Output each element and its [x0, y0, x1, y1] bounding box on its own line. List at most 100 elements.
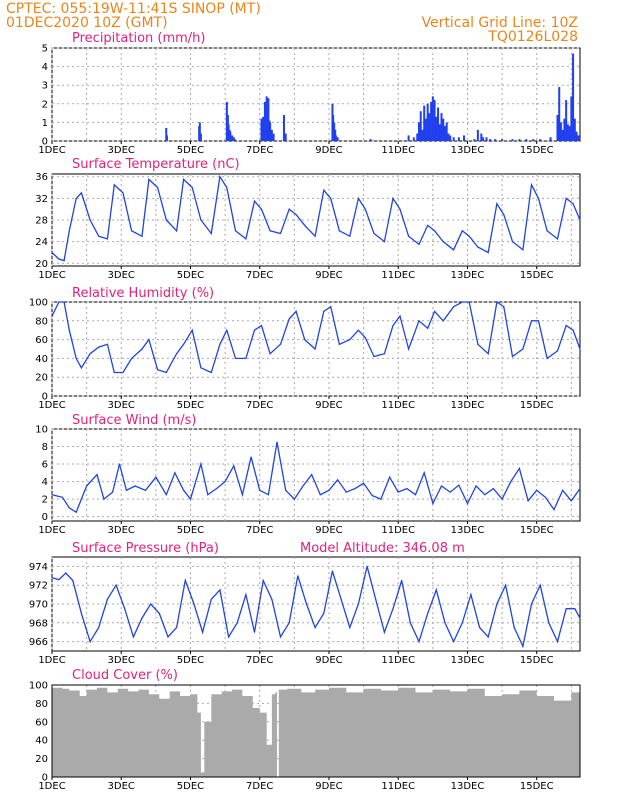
y-tick-label: 24 — [35, 237, 48, 248]
data-point — [279, 636, 282, 638]
data-point — [233, 465, 235, 467]
x-tick-label: 3DEC — [108, 525, 135, 536]
data-point — [304, 339, 306, 341]
precipitation-bar — [198, 122, 201, 141]
precipitation-bar — [566, 124, 569, 141]
data-point — [176, 230, 178, 232]
precipitation-bar — [424, 118, 427, 141]
data-point — [314, 235, 316, 237]
y-tick-label: 966 — [29, 637, 48, 648]
data-point — [227, 636, 230, 638]
data-point — [89, 353, 91, 355]
data-point — [314, 626, 316, 629]
data-point — [546, 357, 548, 359]
data-point — [503, 213, 505, 216]
data-point — [349, 339, 351, 341]
data-point — [383, 241, 385, 243]
data-point — [408, 235, 410, 237]
precipitation-bar — [452, 137, 455, 141]
precipitation-bar — [433, 100, 436, 141]
data-point — [579, 617, 581, 619]
data-point — [245, 594, 247, 596]
data-point — [392, 324, 394, 327]
data-point — [375, 598, 377, 600]
data-point — [125, 489, 128, 491]
data-point — [167, 636, 169, 638]
y-tick-label: 3 — [42, 81, 48, 92]
data-point — [144, 489, 147, 491]
data-point — [207, 494, 209, 496]
data-point — [58, 578, 60, 581]
precipitation-bar — [334, 135, 337, 141]
y-tick-label: 100 — [29, 298, 48, 309]
data-point — [293, 498, 295, 500]
data-point — [345, 491, 347, 493]
data-point — [226, 186, 228, 189]
data-point — [122, 371, 124, 374]
grid-line-note: Vertical Grid Line: 10Z — [422, 15, 578, 31]
data-point — [158, 612, 160, 615]
data-point — [241, 494, 244, 496]
y-tick-label: 0 — [42, 137, 48, 148]
data-point — [539, 584, 541, 586]
plot-frame — [51, 428, 581, 522]
data-point — [496, 603, 498, 605]
data-point — [113, 371, 115, 374]
data-point — [182, 343, 185, 345]
data-point — [388, 476, 391, 478]
precipitation-bar — [421, 129, 424, 141]
data-point — [572, 203, 574, 205]
precipitation-bar — [447, 133, 450, 141]
y-tick-label: 40 — [35, 354, 48, 365]
y-tick-label: 40 — [35, 736, 48, 747]
data-point — [253, 329, 256, 331]
data-point — [215, 487, 218, 490]
x-tick-label: 13DEC — [451, 525, 485, 536]
data-point — [323, 189, 325, 191]
data-point — [86, 485, 88, 487]
precipitation-bar — [272, 133, 275, 141]
x-tick-label: 1DEC — [38, 400, 65, 411]
data-point — [210, 598, 212, 600]
data-point — [113, 184, 115, 186]
data-point — [337, 479, 339, 481]
data-point — [245, 357, 247, 359]
precipitation-bar — [260, 118, 263, 141]
data-point — [357, 329, 360, 331]
precipitation-bar — [488, 139, 491, 141]
data-point — [63, 301, 65, 303]
precipitation-bar — [577, 135, 580, 141]
data-point — [259, 489, 261, 491]
data-point — [297, 575, 299, 577]
y-tick-label: 32 — [35, 194, 48, 205]
y-tick-label: 974 — [29, 562, 48, 573]
y-tick-label: 4 — [42, 62, 48, 73]
data-point — [150, 603, 152, 605]
precipitation-bar — [435, 116, 438, 141]
data-point — [106, 238, 108, 240]
x-tick-label: 1DEC — [38, 270, 65, 281]
data-point — [58, 301, 60, 303]
data-point — [219, 343, 221, 345]
x-tick-label: 9DEC — [315, 655, 342, 666]
precipitation-bar — [559, 122, 562, 141]
x-tick-label: 11DEC — [381, 655, 415, 666]
data-point — [364, 208, 366, 210]
run-date: 01DEC2020 10Z (GMT) — [6, 15, 168, 31]
data-point — [548, 622, 550, 624]
precipitation-bar — [369, 139, 372, 141]
x-tick-label: 9DEC — [315, 525, 342, 536]
data-point — [165, 494, 167, 496]
data-point — [349, 626, 351, 629]
precipitation-bar — [438, 124, 441, 141]
precipitation-bar — [423, 105, 426, 141]
precipitation-bar — [570, 96, 573, 141]
data-point — [461, 301, 463, 303]
y-tick-label: 2 — [42, 495, 48, 506]
precipitation-bar — [233, 139, 236, 141]
model-code: TQ0126L028 — [487, 29, 578, 45]
data-point — [487, 353, 489, 355]
x-tick-label: 15DEC — [520, 270, 554, 281]
data-point — [111, 491, 114, 493]
wind-panel: Surface Wind (m/s) 0 2 4 6 8 10 1DEC 3DEC 5DEC 7D… — [35, 413, 581, 536]
